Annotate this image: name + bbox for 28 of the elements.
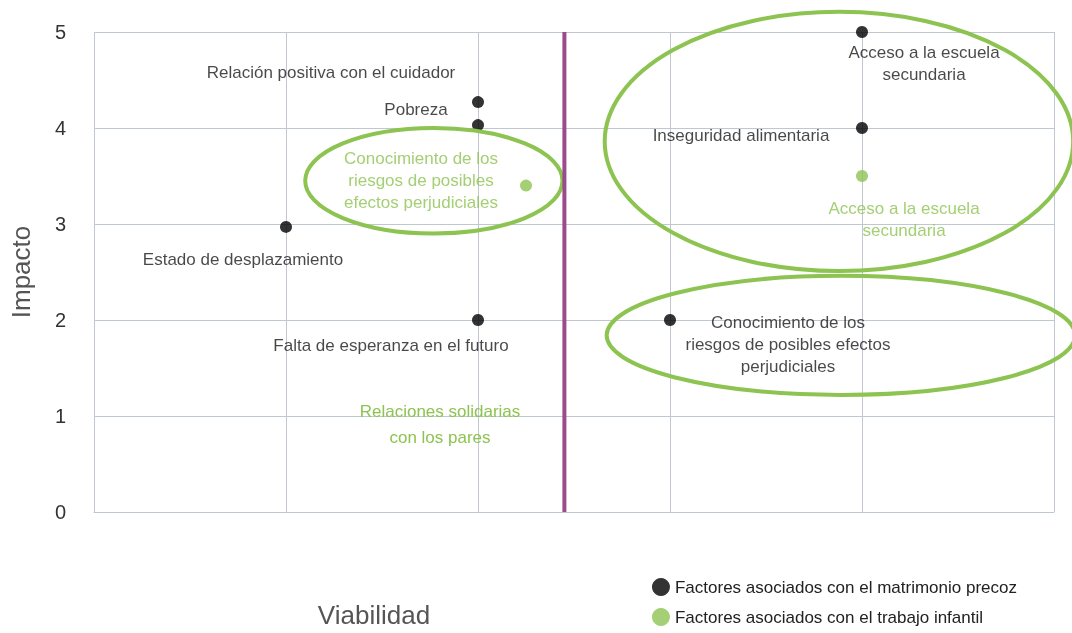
point [856,170,868,182]
x-axis-title: Viabilidad [317,600,431,630]
y-tick-label: 2 [54,309,66,331]
data-label: Acceso a la escuela secundaria [848,42,1001,84]
y-tick-label: 4 [54,117,66,139]
data-label: Falta de esperanza en el futuro [273,335,509,355]
point [472,314,484,326]
annotation: Relaciones solidarias con los pares [359,401,521,447]
point [520,179,532,192]
point [280,220,292,233]
data-label: Estado de desplazamiento [142,250,344,270]
point [856,122,868,134]
y-axis-title: Impacto [6,225,36,319]
data-label: Conocimiento de los riesgos de posibles efectos perjudiciales [685,312,891,376]
y-tick-label: 1 [54,405,66,427]
y-tick-label: 5 [54,21,66,43]
data-label: Relación positiva con el cuidador [206,62,456,82]
y-tick-label: 0 [54,501,66,523]
data-label: Conocimiento de los riesgos de posibles efectos perjudiciales [343,149,499,213]
data-label: Inseguridad alimentaria [652,125,830,145]
point [664,314,676,326]
legend-label: Factores asociados con el trabajo infantil [674,607,984,627]
y-tick-label: 3 [54,213,66,235]
point [856,26,868,38]
point [472,96,484,109]
data-label: Acceso a la escuela secundaria [828,198,981,240]
data-label: Pobreza [384,99,449,119]
legend-label: Factores asociados con el matrimonio precoz [674,577,1017,597]
